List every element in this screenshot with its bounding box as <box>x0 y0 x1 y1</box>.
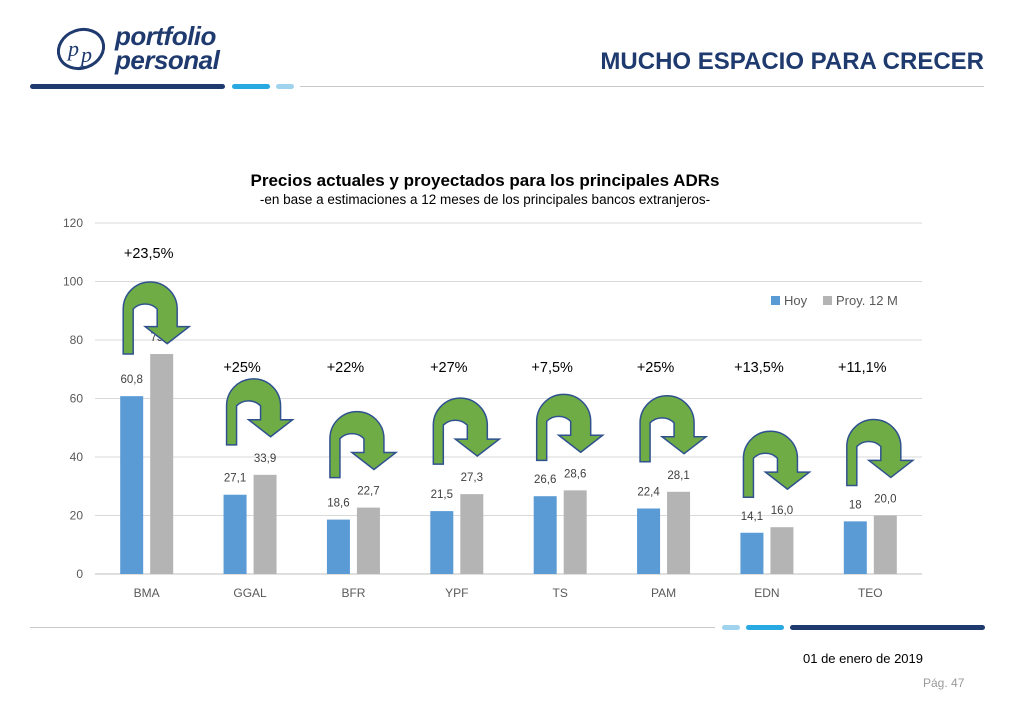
value-labels: 60,875,227,133,918,622,721,527,326,628,6… <box>120 332 896 523</box>
y-tick-label: 0 <box>76 567 83 581</box>
data-label-hoy: 26,6 <box>534 474 556 486</box>
data-label-hoy: 18 <box>849 499 862 511</box>
header-rule-lightblue <box>276 84 294 89</box>
bar-hoy-ypf <box>430 511 454 574</box>
footer-rule-navy <box>790 625 985 630</box>
chart-legend: Hoy Proy. 12 M <box>771 293 898 308</box>
pp-monogram-icon: p p <box>56 27 106 71</box>
svg-text:p: p <box>79 42 92 67</box>
growth-arrow-icon <box>432 397 502 465</box>
legend-label-proy: Proy. 12 M <box>836 293 898 308</box>
growth-arrow-icon <box>742 430 812 498</box>
x-tick-label: BMA <box>134 586 160 600</box>
legend-swatch-hoy <box>771 296 780 305</box>
x-tick-label: YPF <box>445 586 468 600</box>
bar-hoy-teo <box>843 521 867 574</box>
logo-line-1: portfolio <box>115 21 216 51</box>
legend-label-hoy: Hoy <box>784 293 808 308</box>
growth-label-pam: +25% <box>637 360 675 376</box>
bar-hoy-bma <box>120 396 144 574</box>
bar-proy-ypf <box>460 494 484 574</box>
chart-bars <box>120 354 897 574</box>
growth-arrow-icon <box>639 395 709 463</box>
y-tick-label: 60 <box>70 392 84 406</box>
footer-rule-thin <box>30 627 715 628</box>
x-axis: BMA GGAL BFR YPF TS PAM EDN TEO <box>134 586 883 600</box>
chart-title: Precios actuales y proyectados para los … <box>250 171 720 190</box>
page-title: MUCHO ESPACIO PARA CRECER <box>600 48 984 75</box>
growth-arrow-icon <box>329 410 399 479</box>
bar-proy-teo <box>873 515 897 574</box>
bar-proy-edn <box>770 527 794 574</box>
svg-text:p: p <box>66 36 79 61</box>
x-tick-label: BFR <box>341 586 365 600</box>
header-rule-blue <box>232 84 270 89</box>
y-tick-label: 120 <box>63 216 83 230</box>
bar-proy-bma <box>150 354 174 574</box>
x-tick-label: EDN <box>754 586 779 600</box>
data-label-proy: 28,6 <box>564 468 586 480</box>
chart-subtitle: -en base a estimaciones a 12 meses de lo… <box>259 192 711 207</box>
growth-label-teo: +11,1% <box>838 360 887 376</box>
bar-hoy-ggal <box>223 494 247 574</box>
logo-wordmark: portfolio personal <box>115 21 220 75</box>
y-tick-label: 20 <box>70 509 84 523</box>
data-label-proy: 27,3 <box>461 472 483 484</box>
growth-labels: +23,5% +25% +22% +27% +7,5% +25% +13,5% +11,1% <box>124 246 887 376</box>
bar-proy-ggal <box>253 474 277 574</box>
page-number: Pág. 47 <box>923 676 965 690</box>
growth-arrow-icon <box>122 281 192 355</box>
data-label-hoy: 60,8 <box>120 374 142 386</box>
bar-hoy-ts <box>533 496 557 574</box>
y-tick-label: 40 <box>70 450 84 464</box>
x-tick-label: GGAL <box>233 586 267 600</box>
bar-hoy-edn <box>740 532 764 574</box>
x-tick-label: TEO <box>858 586 883 600</box>
growth-arrow-icon <box>225 378 295 446</box>
bar-proy-ts <box>563 490 587 574</box>
bar-hoy-bfr <box>326 519 350 574</box>
data-label-proy: 16,0 <box>771 505 793 517</box>
growth-label-bfr: +22% <box>327 360 365 376</box>
data-label-hoy: 22,4 <box>637 486 660 498</box>
header-rule-navy <box>30 84 225 89</box>
data-label-proy: 33,9 <box>254 453 276 465</box>
growth-label-bma: +23,5% <box>124 246 174 262</box>
growth-label-edn: +13,5% <box>734 360 784 376</box>
growth-label-ts: +7,5% <box>531 360 573 376</box>
logo-line-2: personal <box>115 45 220 75</box>
footer-rule-blue <box>746 625 784 630</box>
data-label-hoy: 14,1 <box>741 511 763 523</box>
growth-arrow-icon <box>535 393 605 462</box>
growth-arrow-icon <box>846 418 916 487</box>
growth-label-ggal: +25% <box>223 360 261 376</box>
growth-arrows <box>122 281 916 498</box>
data-label-proy: 28,1 <box>667 470 689 482</box>
chart-grid <box>95 222 922 575</box>
bar-hoy-pam <box>637 508 661 574</box>
growth-label-ypf: +27% <box>430 360 468 376</box>
y-axis: 0 20 40 60 80 100 120 <box>63 216 83 581</box>
footer-rule-lightblue <box>722 625 740 630</box>
data-label-hoy: 21,5 <box>431 489 453 501</box>
bar-proy-pam <box>667 491 691 574</box>
y-tick-label: 100 <box>63 275 83 289</box>
data-label-proy: 20,0 <box>874 494 896 506</box>
data-label-hoy: 27,1 <box>224 473 246 485</box>
data-label-hoy: 18,6 <box>327 498 349 510</box>
header-rule-thin <box>300 86 984 87</box>
bar-proy-bfr <box>356 507 380 574</box>
y-tick-label: 80 <box>70 333 84 347</box>
report-date: 01 de enero de 2019 <box>803 651 923 666</box>
legend-swatch-proy <box>823 296 832 305</box>
data-label-proy: 22,7 <box>357 486 379 498</box>
portfolio-personal-logo: p p portfolio personal <box>55 22 235 84</box>
x-tick-label: TS <box>553 586 568 600</box>
x-tick-label: PAM <box>651 586 676 600</box>
